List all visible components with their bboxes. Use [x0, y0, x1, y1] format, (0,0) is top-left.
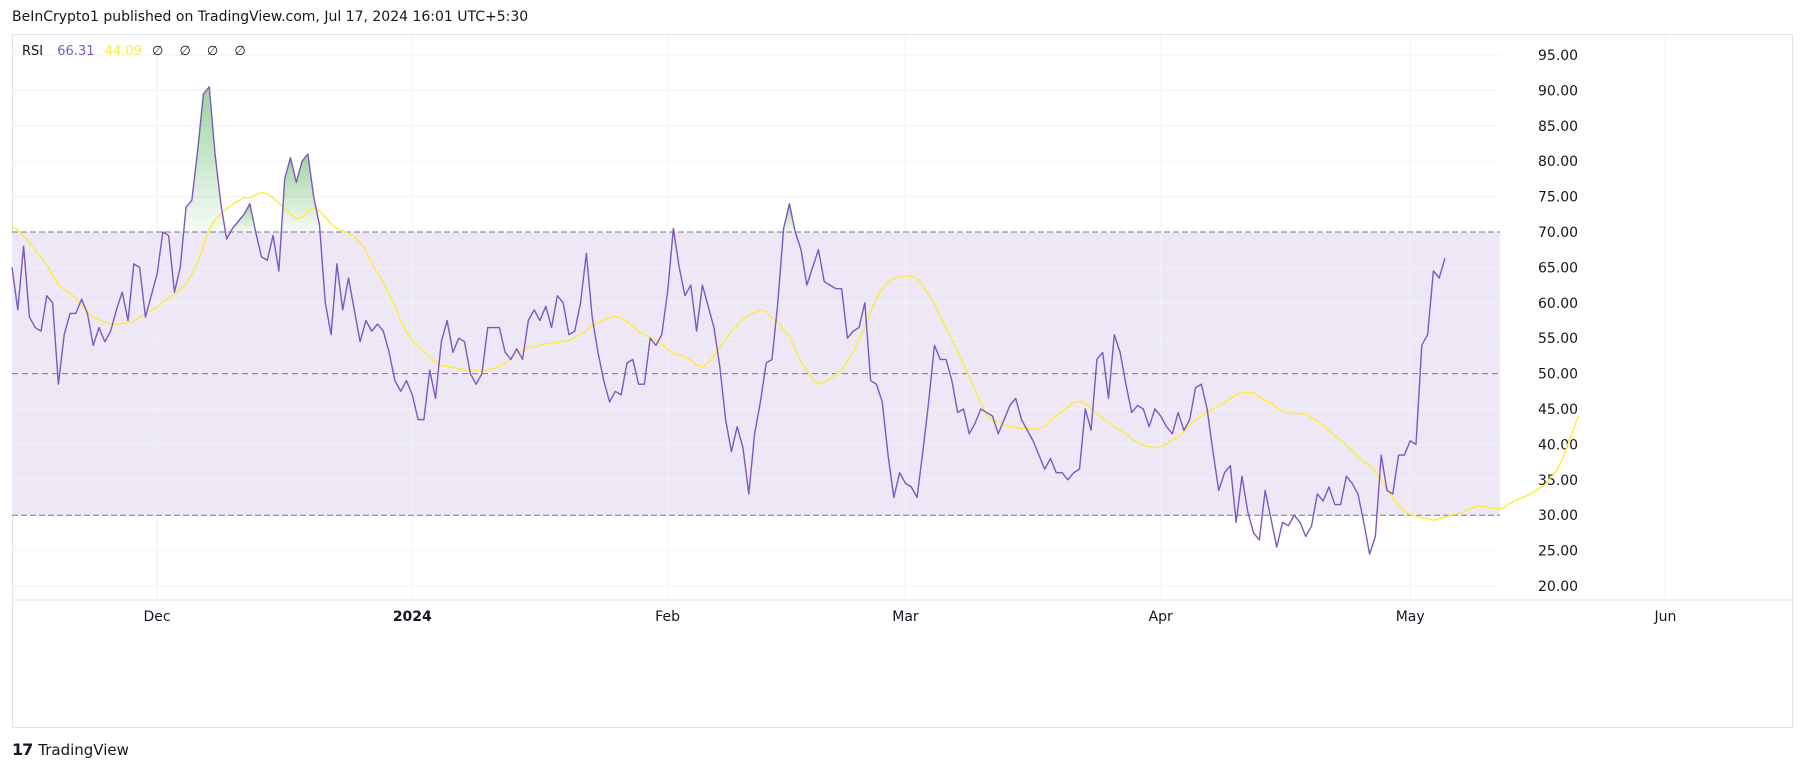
y-tick-label: 70.00 — [1538, 225, 1578, 241]
y-tick-label: 85.00 — [1538, 119, 1578, 135]
x-tick-label: May — [1396, 609, 1425, 625]
legend-na-value: ∅ — [151, 44, 164, 59]
y-tick-label: 95.00 — [1538, 48, 1578, 64]
legend-na-value: ∅ — [234, 44, 246, 59]
y-tick-label: 60.00 — [1538, 296, 1578, 312]
legend-ma-value: 44.09 — [104, 44, 142, 59]
tradingview-footer[interactable]: 17 TradingView — [12, 740, 129, 759]
x-tick-label: Feb — [655, 609, 680, 625]
y-tick-label: 35.00 — [1538, 473, 1578, 489]
indicator-legend[interactable]: RSI 66.31 44.09 ∅ ∅ ∅ ∅ — [22, 44, 258, 59]
tradingview-brand: TradingView — [38, 740, 129, 759]
y-tick-label: 20.00 — [1538, 579, 1578, 595]
x-tick-label: Apr — [1149, 609, 1173, 625]
y-tick-label: 90.00 — [1538, 83, 1578, 99]
y-tick-label: 75.00 — [1538, 190, 1578, 206]
y-tick-label: 65.00 — [1538, 260, 1578, 276]
y-tick-label: 80.00 — [1538, 154, 1578, 170]
y-tick-label: 55.00 — [1538, 331, 1578, 347]
legend-indicator-name[interactable]: RSI — [22, 44, 44, 59]
overbought-fill — [183, 86, 226, 232]
y-tick-label: 30.00 — [1538, 508, 1578, 524]
legend-na-value: ∅ — [206, 44, 219, 59]
x-tick-label: 2024 — [393, 609, 432, 625]
publisher-header: BeInCrypto1 published on TradingView.com… — [12, 9, 529, 25]
legend-rsi-value: 66.31 — [57, 44, 95, 59]
x-tick-label: Mar — [892, 609, 919, 625]
y-tick-label: 25.00 — [1538, 544, 1578, 560]
overbought-fill — [230, 203, 256, 232]
y-tick-label: 45.00 — [1538, 402, 1578, 418]
y-tick-label: 40.00 — [1538, 437, 1578, 453]
series-line-rsi — [11, 86, 1446, 555]
y-tick-label: 50.00 — [1538, 367, 1578, 383]
tradingview-logo-icon: 17 — [12, 740, 33, 759]
x-tick-label: Dec — [143, 609, 170, 625]
series-line-rsi-ma — [11, 191, 1580, 521]
x-tick-label: Jun — [1654, 609, 1677, 625]
overbought-fill — [783, 203, 796, 232]
legend-na-value: ∅ — [179, 44, 191, 59]
